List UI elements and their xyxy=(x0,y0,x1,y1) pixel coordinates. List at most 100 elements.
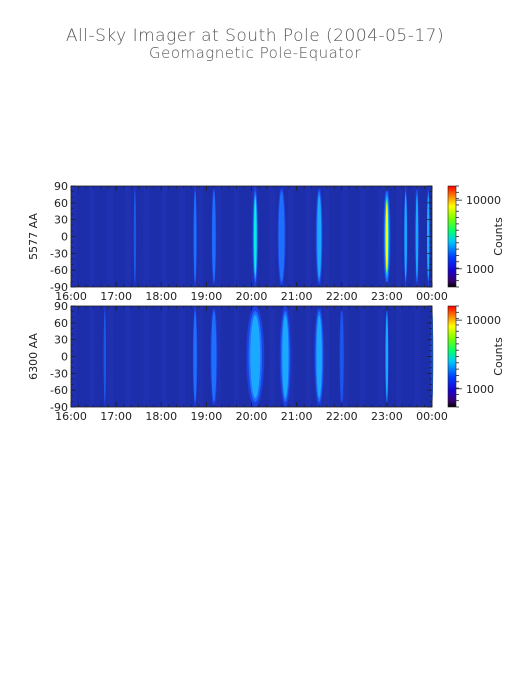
heatmap-streak xyxy=(137,186,144,287)
heatmap-streak xyxy=(77,306,84,407)
heatmap-streak xyxy=(155,186,162,287)
feature-layer xyxy=(385,202,389,271)
feature-layer xyxy=(278,191,285,282)
heatmap-streak xyxy=(215,306,222,407)
colorbar-label: Counts xyxy=(492,337,505,376)
heatmap-streak xyxy=(341,306,348,407)
aurora-feature xyxy=(192,306,198,407)
heatmap-streak xyxy=(227,186,234,287)
heatmap-streak xyxy=(275,306,282,407)
heatmap-streak xyxy=(365,306,372,407)
y-tick-label: 90 xyxy=(54,300,68,313)
heatmap-streak xyxy=(335,186,342,287)
feature-layer xyxy=(133,186,137,287)
feature-layer xyxy=(340,311,344,402)
y-tick-label: 60 xyxy=(54,317,68,330)
panel-1: 16:00 17:00 18:00 19:00 20:00 21:00 22:00 23:00… xyxy=(27,180,505,303)
x-tick-label: 22:00 xyxy=(326,410,358,423)
heatmap-streak xyxy=(329,186,336,287)
aurora-feature xyxy=(277,186,286,287)
feature-layer xyxy=(317,195,322,278)
aurora-feature xyxy=(246,306,265,407)
heatmap-streak xyxy=(143,306,150,407)
aurora-feature xyxy=(133,186,137,287)
heatmap-streak xyxy=(293,186,300,287)
heatmap-streak xyxy=(107,306,114,407)
heatmap-streak xyxy=(83,306,90,407)
heatmap-streak xyxy=(233,306,240,407)
heatmap-streak xyxy=(371,186,378,287)
heatmap-streak xyxy=(245,186,252,287)
x-tick-label: 23:00 xyxy=(371,290,403,303)
x-tick-label: 16:00 xyxy=(55,410,87,423)
heatmap-streak xyxy=(113,306,120,407)
y-tick-label: -90 xyxy=(50,281,68,294)
x-tick-label: 00:00 xyxy=(416,410,448,423)
x-tick-label: 22:00 xyxy=(326,290,358,303)
heatmap-streak xyxy=(137,306,144,407)
heatmap-streak xyxy=(119,306,126,407)
feature-layer xyxy=(250,315,261,398)
chart-title: All-Sky Imager at South Pole (2004-05-17… xyxy=(65,26,445,46)
heatmap-streak xyxy=(347,306,354,407)
heatmap-streak xyxy=(347,186,354,287)
x-tick-label: 18:00 xyxy=(145,410,177,423)
heatmap-streak xyxy=(107,186,114,287)
heatmap-streak xyxy=(233,186,240,287)
y-tick-label: -30 xyxy=(50,367,68,380)
feature-layer xyxy=(415,195,419,278)
heatmap-streak xyxy=(89,306,96,407)
aurora-feature xyxy=(279,306,291,407)
heatmap-streak xyxy=(263,306,270,407)
heatmap-streak xyxy=(149,186,156,287)
heatmap-streak xyxy=(149,306,156,407)
heatmap-streak xyxy=(377,306,384,407)
feature-layer xyxy=(133,191,137,282)
x-tick-label: 16:00 xyxy=(55,290,87,303)
heatmap-streak xyxy=(83,186,90,287)
heatmap-streak xyxy=(215,186,222,287)
heatmap-streak xyxy=(323,306,330,407)
heatmap-streak xyxy=(131,306,138,407)
heatmap-streak xyxy=(95,186,102,287)
heatmap-streak xyxy=(365,186,372,287)
heatmap-streak xyxy=(95,306,102,407)
heatmap-streak xyxy=(227,306,234,407)
panel-2: 16:00 17:00 18:00 19:00 20:00 21:00 22:00 23:00… xyxy=(27,300,505,423)
feature-layer xyxy=(339,306,345,407)
heatmap-streak xyxy=(143,186,150,287)
colorbar-label: Counts xyxy=(492,217,505,256)
heatmap-streak xyxy=(323,186,330,287)
heatmap-streak xyxy=(407,306,414,407)
x-tick-label: 21:00 xyxy=(281,410,313,423)
heatmap-streak xyxy=(203,186,210,287)
x-tick-label: 17:00 xyxy=(100,290,132,303)
colorbar xyxy=(447,185,457,288)
heatmap-streak xyxy=(305,306,312,407)
feature-layer xyxy=(103,306,107,407)
feature-layer xyxy=(316,315,322,398)
heatmap-streak xyxy=(299,186,306,287)
aurora-feature xyxy=(211,186,217,287)
aurora-feature xyxy=(339,306,345,407)
heatmap-streak xyxy=(257,186,264,287)
colorbar-tick-label: 10000 xyxy=(466,194,501,207)
x-tick-label: 20:00 xyxy=(236,290,268,303)
aurora-feature xyxy=(315,186,323,287)
heatmap-streak xyxy=(359,306,366,407)
x-tick-label: 19:00 xyxy=(191,290,223,303)
heatmap-streak xyxy=(101,186,108,287)
heatmap-streak xyxy=(269,306,276,407)
aurora-feature xyxy=(314,306,325,407)
heatmap-streak xyxy=(221,186,228,287)
heatmap-streak xyxy=(401,306,408,407)
heatmap-streak xyxy=(179,306,186,407)
heatmap-streak xyxy=(377,186,384,287)
heatmap-streak xyxy=(359,186,366,287)
aurora-feature xyxy=(193,186,197,287)
x-tick-label: 20:00 xyxy=(236,410,268,423)
heatmap-streak xyxy=(125,306,132,407)
aurora-feature xyxy=(103,306,107,407)
y-tick-label: -60 xyxy=(50,264,68,277)
